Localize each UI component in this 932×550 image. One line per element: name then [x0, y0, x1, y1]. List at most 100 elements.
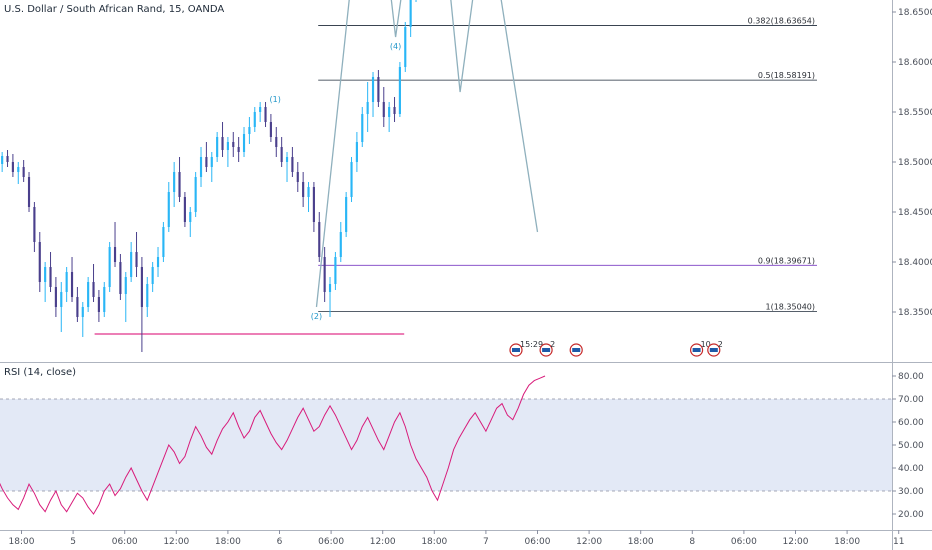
time-tick-label: 12:00 — [370, 537, 396, 547]
candle-body — [312, 187, 315, 222]
candle-body — [226, 142, 229, 150]
time-tick-label: 18:00 — [421, 537, 447, 547]
candle-body — [70, 272, 74, 297]
time-tick-label: 06:00 — [112, 537, 138, 547]
candle-body — [49, 267, 52, 287]
candle-body — [156, 257, 160, 267]
rsi-band — [0, 399, 892, 491]
candle-body — [210, 157, 213, 167]
us-flag-icon — [709, 348, 718, 352]
candle-body — [377, 77, 380, 102]
fib-level-label: 0.5(18.58191) — [758, 71, 815, 80]
rsi-tick-label: 20.00 — [898, 510, 924, 520]
rsi-tick-label: 60.00 — [898, 418, 924, 428]
candle-body — [232, 142, 235, 147]
candle-body — [189, 212, 192, 222]
rsi-tick-label: 80.00 — [898, 372, 924, 382]
candle-body — [264, 107, 267, 122]
event-count-label: 15:29 — [520, 340, 543, 349]
candle-body — [97, 297, 100, 312]
candle-body — [113, 247, 117, 262]
candle-body — [280, 147, 283, 162]
us-flag-icon — [692, 348, 701, 352]
time-tick-label: 06:00 — [731, 537, 757, 547]
candle-body — [162, 227, 165, 257]
us-flag-icon — [572, 348, 581, 352]
candle-body — [60, 292, 63, 307]
price-tick-label: 18.55000 — [898, 108, 932, 118]
candle-body — [11, 162, 14, 172]
candle-body — [183, 197, 186, 222]
candle-body — [307, 187, 310, 197]
price-tick-label: 18.65000 — [898, 8, 932, 18]
wave-projection-line — [315, 0, 539, 308]
candle-body — [178, 172, 181, 197]
candle-body — [253, 112, 256, 127]
time-tick-label: 12:00 — [783, 537, 809, 547]
candle-body — [371, 77, 375, 102]
price-tick-label: 18.35000 — [898, 308, 932, 318]
candle-body — [65, 272, 68, 292]
time-tick-label: 06:00 — [318, 537, 344, 547]
price-tick-label: 18.60000 — [898, 58, 932, 68]
candle-body — [6, 156, 9, 162]
us-flag-icon — [542, 348, 551, 352]
time-tick-label: 18:00 — [215, 537, 241, 547]
candle-body — [259, 107, 262, 112]
price-tick-label: 18.40000 — [898, 258, 932, 268]
candle-body — [323, 257, 326, 292]
candle-body — [409, 0, 412, 27]
price-tick-label: 18.50000 — [898, 158, 932, 168]
candle-body — [221, 137, 224, 150]
candle-body — [17, 167, 20, 172]
candle-body — [199, 157, 203, 177]
candle-body — [393, 107, 396, 114]
candle-body — [345, 197, 348, 232]
fib-level-label: 1(18.35040) — [765, 303, 815, 312]
time-tick-label: 18:00 — [834, 537, 860, 547]
time-tick-label: 8 — [689, 537, 695, 547]
candle-body — [33, 207, 36, 242]
candle-body — [194, 177, 197, 212]
time-tick-label: 12:00 — [163, 537, 189, 547]
candle-body — [173, 172, 176, 192]
candle-body — [398, 67, 401, 114]
time-tick-label: 18:00 — [9, 537, 35, 547]
rsi-title: RSI (14, close) — [4, 367, 77, 378]
candle-body — [388, 107, 391, 117]
time-tick-label: 18:00 — [628, 537, 654, 547]
candle-body — [302, 182, 305, 197]
candle-body — [248, 127, 251, 134]
rsi-tick-label: 70.00 — [898, 395, 924, 405]
wave-label-text: (2) — [311, 312, 322, 321]
candle-body — [54, 287, 57, 307]
candle-body — [269, 122, 272, 137]
candle-body — [103, 287, 106, 312]
event-count-label: 2 — [550, 340, 555, 349]
candle-body — [361, 114, 364, 142]
candle-body — [81, 307, 84, 317]
candle-body — [291, 157, 294, 172]
candle-body — [318, 222, 321, 257]
candle-body — [366, 102, 369, 114]
candle-body — [44, 267, 47, 282]
event-count-label: 2 — [718, 340, 723, 349]
candle-body — [242, 134, 246, 152]
candle-body — [296, 172, 299, 182]
fib-level-label: 0.382(18.63654) — [748, 16, 815, 25]
candle-body — [216, 137, 219, 157]
rsi-tick-label: 30.00 — [898, 487, 924, 497]
candle-body — [328, 284, 332, 292]
price-tick-label: 18.45000 — [898, 208, 932, 218]
event-count-label: 10 — [701, 340, 711, 349]
candle-body — [350, 162, 353, 197]
candle-body — [334, 257, 337, 284]
time-tick-label: 11 — [893, 537, 904, 547]
candle-body — [355, 142, 358, 162]
candle-body — [119, 262, 122, 294]
wave-label-text: (1) — [270, 95, 281, 104]
candle-body — [285, 157, 289, 162]
chart-title: U.S. Dollar / South African Rand, 15, OA… — [4, 4, 225, 15]
time-tick-label: 06:00 — [525, 537, 551, 547]
